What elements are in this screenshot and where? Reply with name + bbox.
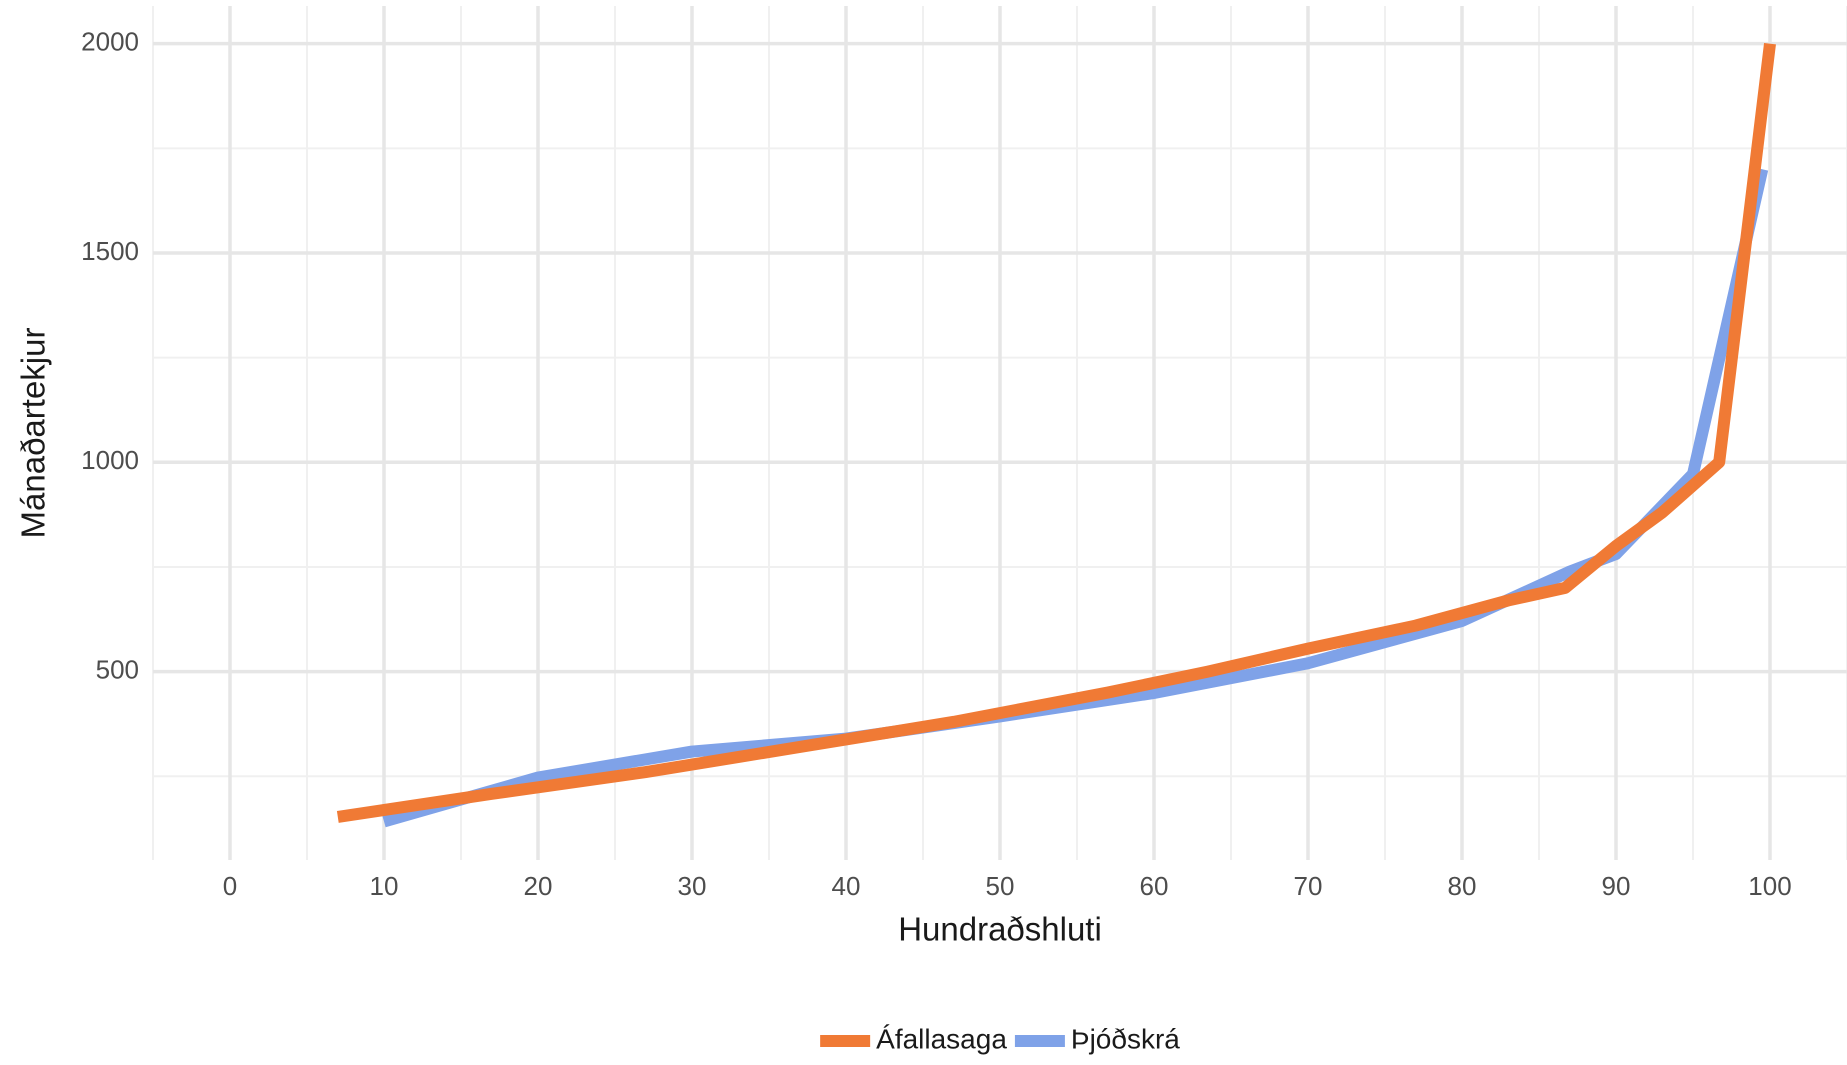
series-line [382, 167, 1769, 828]
grid [152, 6, 1847, 860]
y-tick-label: 2000 [81, 27, 139, 57]
legend-label: Þjóðskrá [1071, 1023, 1180, 1054]
x-tick-label: 20 [524, 871, 553, 901]
x-tick-label: 100 [1748, 871, 1791, 901]
x-axis-title: Hundraðshluti [898, 911, 1102, 948]
y-axis-title: Mánaðartekjur [15, 328, 52, 539]
lines [336, 42, 1776, 828]
legend: Áfallasaga Þjóðskrá [820, 1023, 1180, 1054]
x-tick-label: 50 [986, 871, 1015, 901]
x-tick-label: 80 [1448, 871, 1477, 901]
x-tick-label: 90 [1602, 871, 1631, 901]
x-tick-label: 0 [223, 871, 237, 901]
y-tick-label: 500 [96, 654, 139, 684]
x-tick-label: 30 [678, 871, 707, 901]
y-tick-label: 1500 [81, 236, 139, 266]
y-tick-label: 1000 [81, 445, 139, 475]
x-tick-label: 10 [370, 871, 399, 901]
x-tick-label: 70 [1294, 871, 1323, 901]
legend-label: Áfallasaga [876, 1023, 1007, 1054]
x-tick-label: 60 [1140, 871, 1169, 901]
series-line [336, 42, 1776, 823]
x-tick-label: 40 [832, 871, 861, 901]
